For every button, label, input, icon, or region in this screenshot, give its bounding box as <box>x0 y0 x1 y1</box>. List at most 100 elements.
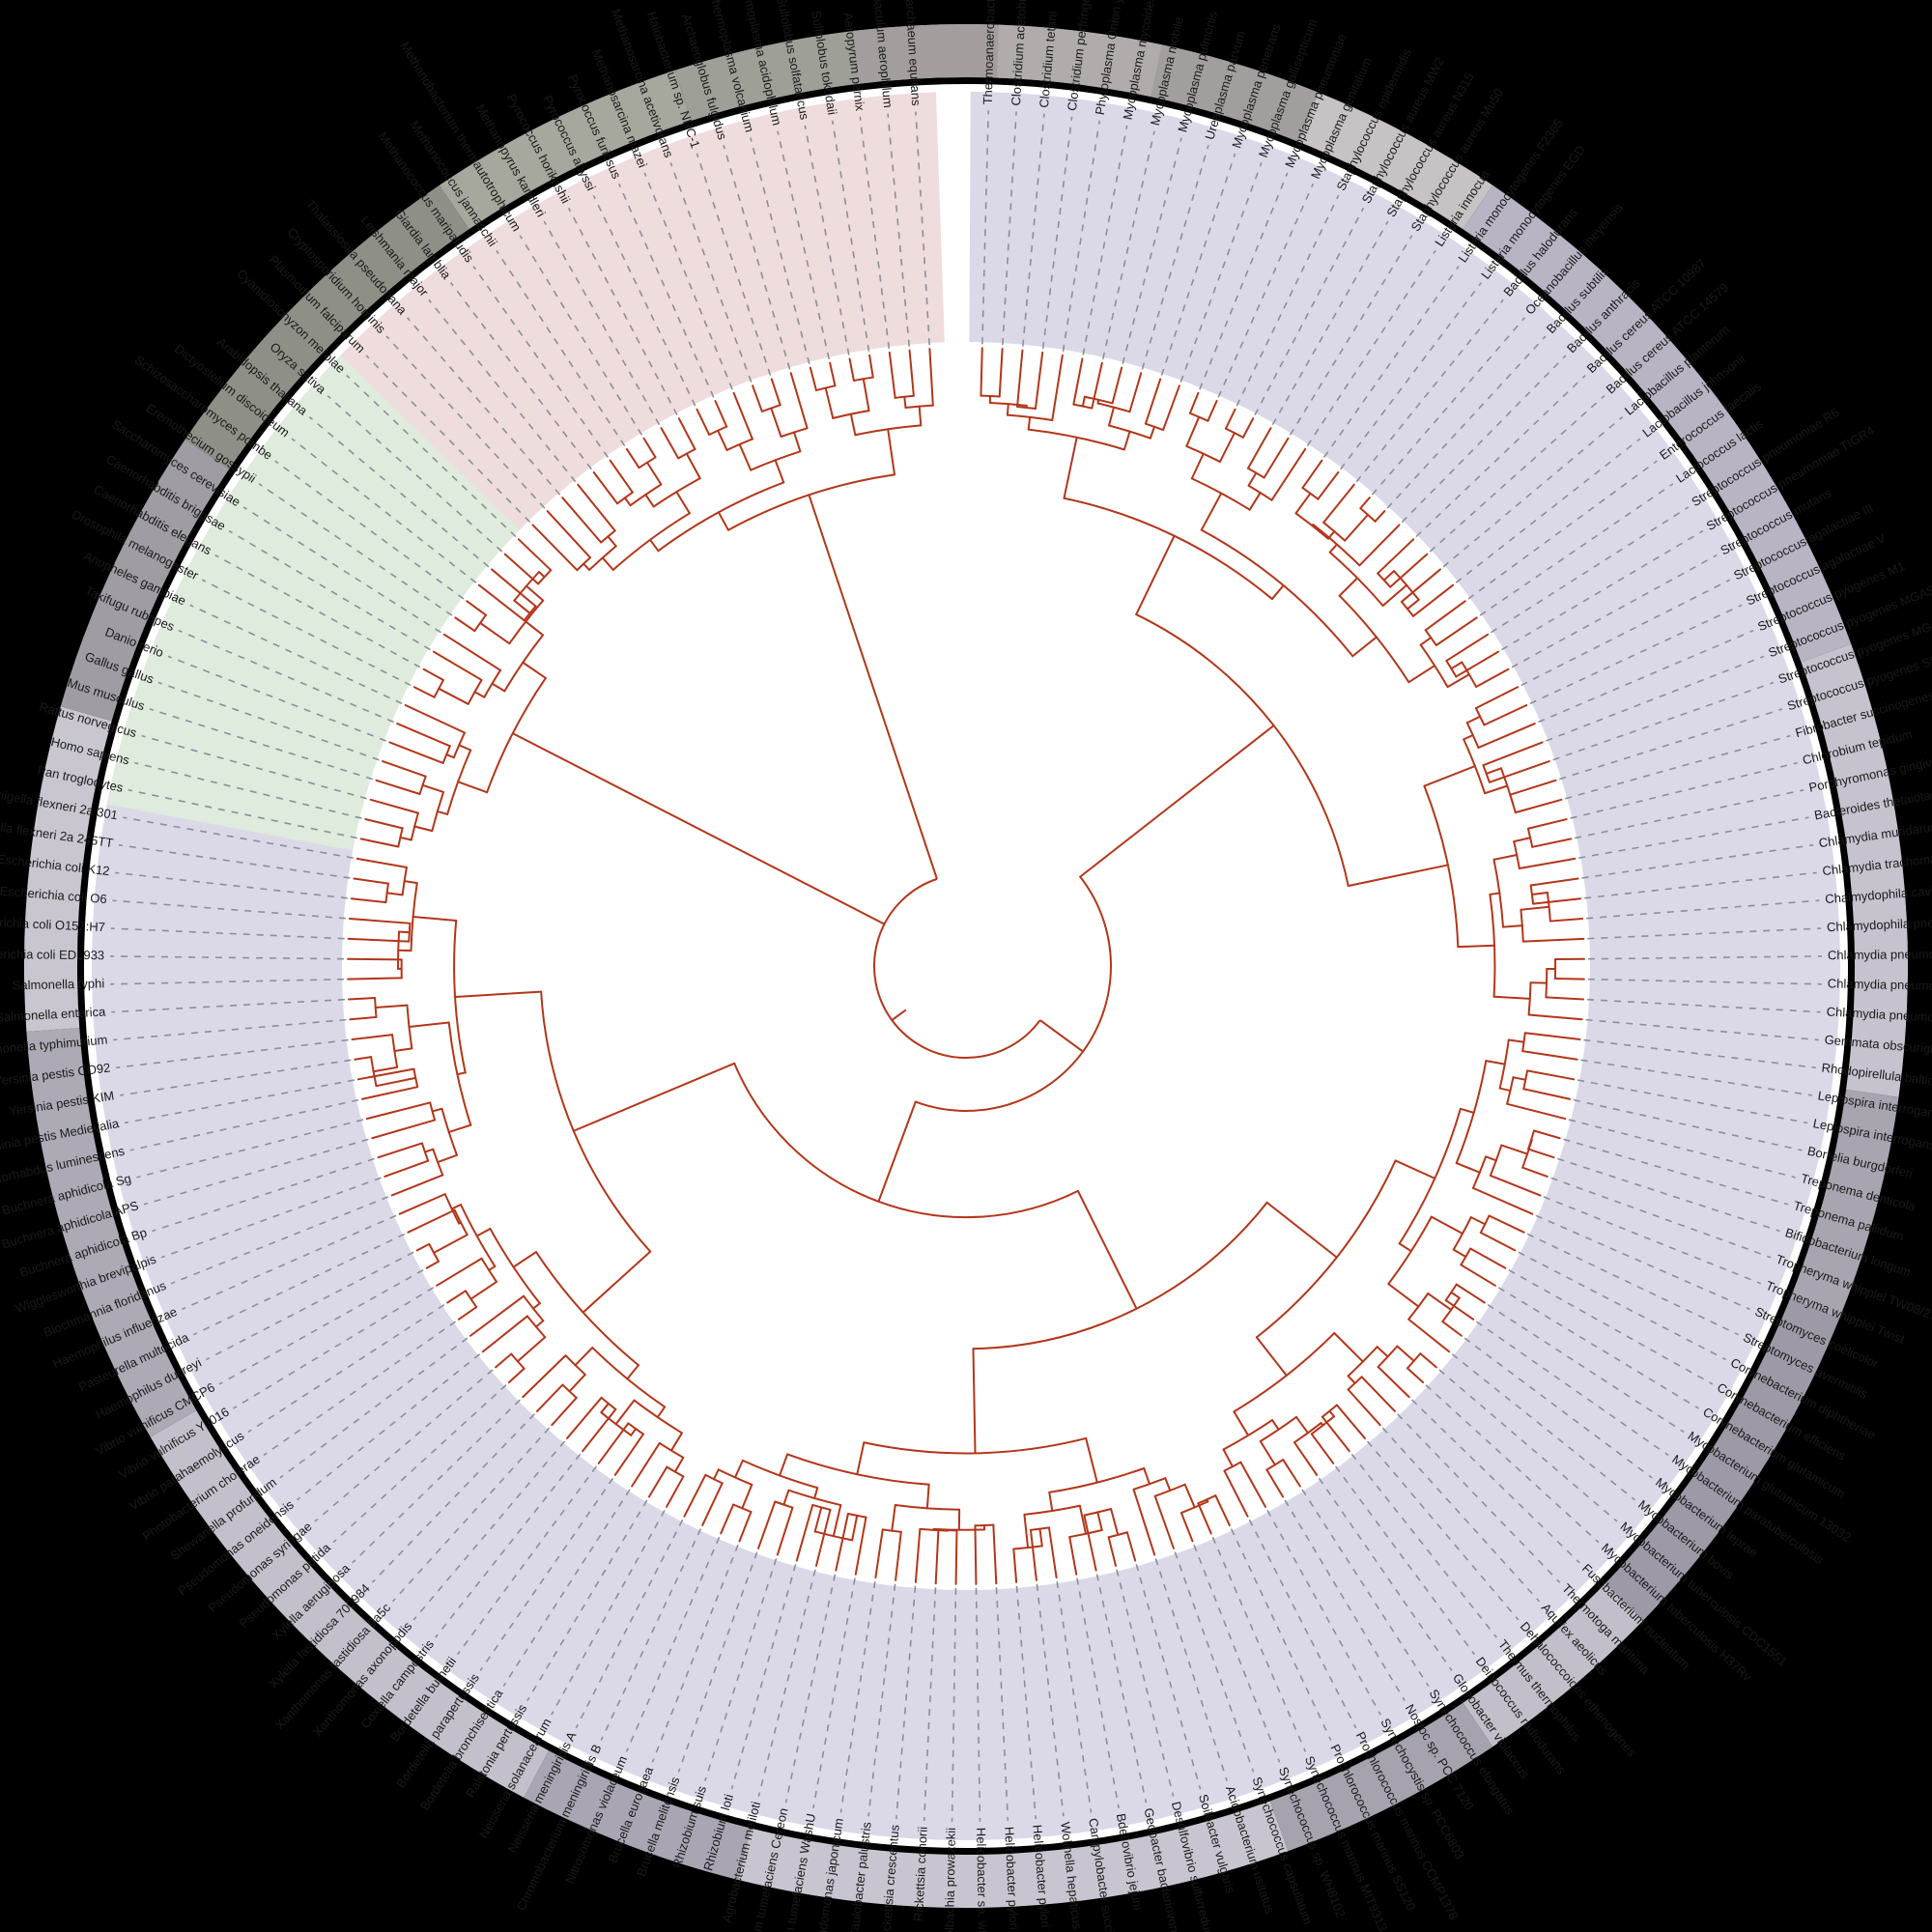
taxon-label: Salmonella typhi <box>13 976 105 992</box>
branch-radial <box>491 568 537 608</box>
branch-radial <box>1513 837 1532 843</box>
branch-arc <box>786 1453 930 1486</box>
leader-line <box>134 761 362 819</box>
branch-radial <box>423 1148 435 1153</box>
leader-line <box>263 1321 457 1457</box>
branch-radial <box>1271 1419 1280 1431</box>
leader-line <box>643 172 733 390</box>
leader-line <box>201 579 412 687</box>
branch-radial <box>347 957 403 961</box>
branch-radial <box>1063 436 1078 499</box>
leader-line <box>651 1544 739 1763</box>
leader-line <box>625 1536 721 1752</box>
branch-arc <box>726 473 896 531</box>
branch-radial <box>1450 1291 1461 1299</box>
branch-radial <box>1457 944 1496 949</box>
branch-radial <box>436 810 449 815</box>
leader-line <box>812 1577 856 1808</box>
leader-line <box>1334 1465 1476 1656</box>
leader-line <box>1350 1453 1497 1638</box>
branch-radial <box>354 1056 373 1061</box>
branch-radial <box>1400 568 1441 603</box>
branch-radial <box>1406 1367 1425 1384</box>
branch-radial <box>974 1524 978 1585</box>
branch-radial <box>644 494 655 508</box>
branch-radial <box>1545 996 1585 1001</box>
leader-line <box>617 183 715 398</box>
branch-radial <box>848 357 855 383</box>
branch-radial <box>456 1071 467 1076</box>
ring-segment <box>150 1410 550 1798</box>
branch-radial <box>457 781 489 794</box>
branch-radial <box>1460 1264 1496 1287</box>
leader-line <box>1386 335 1547 509</box>
branch-arc <box>733 1062 1079 1219</box>
branch-radial <box>1293 1441 1319 1476</box>
branch-radial <box>450 1204 463 1210</box>
leader-line <box>1557 1157 1780 1233</box>
leader-line <box>1585 1018 1819 1041</box>
branch-radial <box>677 417 696 450</box>
branch-radial <box>776 1506 794 1556</box>
branch-arc <box>489 1227 541 1305</box>
leader-line <box>1301 1489 1430 1687</box>
branch-radial <box>1347 1388 1381 1427</box>
branch-radial <box>914 1527 922 1583</box>
ring-segment <box>1269 1702 1493 1852</box>
branch-radial <box>1347 864 1449 888</box>
branch-radial <box>1507 1038 1525 1043</box>
branch-radial <box>457 1306 478 1321</box>
branch-radial <box>1485 767 1502 775</box>
branch-radial <box>645 461 663 486</box>
leader-line <box>1266 1510 1381 1716</box>
branch-arc <box>591 1347 667 1408</box>
branch-radial <box>666 1475 685 1508</box>
branch-radial <box>972 1348 977 1455</box>
branch-radial <box>407 1208 456 1234</box>
branch-radial <box>469 1280 498 1300</box>
branch-radial <box>398 930 411 934</box>
branch-radial <box>813 1487 819 1500</box>
leader-line <box>1021 113 1045 347</box>
branch-radial <box>903 395 907 409</box>
branch-radial <box>877 1100 917 1203</box>
leader-line <box>1587 927 1822 940</box>
branch-radial <box>625 447 640 469</box>
leader-line <box>160 1177 382 1259</box>
taxon-label: Escherichia coli EDL933 <box>0 947 104 963</box>
branch-arc <box>980 394 1001 398</box>
branch-arc <box>1255 1159 1397 1339</box>
leader-line <box>1062 120 1101 353</box>
branch-radial <box>1085 1436 1098 1484</box>
branch-radial <box>1430 1215 1464 1236</box>
leader-line <box>1095 1574 1148 1804</box>
branch-radial <box>1197 1502 1212 1535</box>
branch-radial <box>522 661 547 679</box>
leader-line <box>1508 1269 1714 1385</box>
branch-radial <box>1469 1247 1507 1269</box>
ring-segment <box>1463 1583 1644 1747</box>
branch-radial <box>1006 403 1009 416</box>
branch-radial <box>1034 351 1044 411</box>
leader-line <box>1135 1564 1202 1790</box>
ring-segment <box>1151 44 1320 142</box>
branch-radial <box>491 682 506 693</box>
branch-radial <box>348 918 412 924</box>
branch-radial <box>814 1508 832 1567</box>
branch-radial <box>1479 1232 1517 1252</box>
branch-radial <box>1521 1050 1578 1061</box>
branch-radial <box>862 378 870 412</box>
branch-radial <box>404 704 466 734</box>
leader-line <box>1475 1321 1669 1457</box>
leader-line <box>124 1079 355 1124</box>
branch-radial <box>738 443 753 471</box>
branch-radial <box>532 1302 541 1310</box>
branch-radial <box>1532 1129 1561 1140</box>
branch-radial <box>1149 425 1156 440</box>
leader-line <box>1254 207 1365 416</box>
root-spoke <box>808 495 938 880</box>
ring-segment <box>674 31 858 122</box>
branch-radial <box>536 1383 564 1412</box>
leader-line <box>1284 1499 1406 1702</box>
branch-radial <box>412 686 436 698</box>
